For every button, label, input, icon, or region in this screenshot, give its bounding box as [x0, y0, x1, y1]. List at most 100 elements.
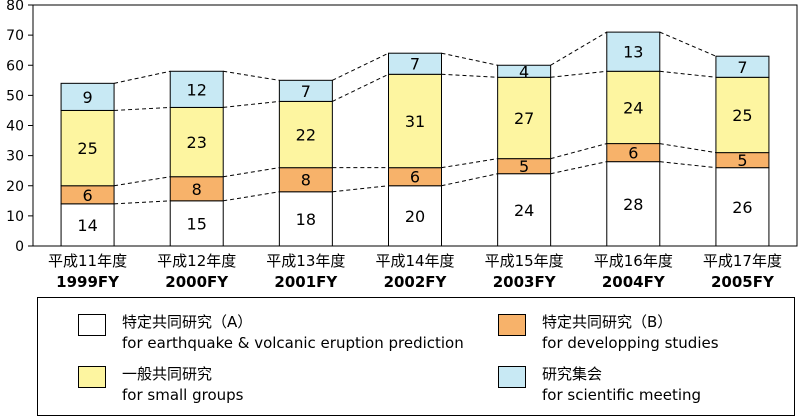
- bar-segment-b: [278, 167, 333, 193]
- value-label-a: 14: [77, 216, 97, 235]
- connector-line: [114, 200, 171, 205]
- value-label-a: 15: [187, 214, 207, 233]
- bar-segment-general: [169, 106, 224, 178]
- legend-swatch-meeting: [498, 366, 526, 388]
- value-label-meeting: 7: [410, 55, 420, 74]
- y-tick-label: 0: [15, 239, 24, 255]
- connector-line: [332, 52, 389, 81]
- bar-segment-general: [606, 70, 661, 145]
- bar-segment-a: [169, 200, 224, 247]
- y-tick-label: 40: [6, 119, 24, 135]
- bar-segment-general: [60, 109, 115, 187]
- value-label-b: 8: [301, 171, 311, 190]
- x-tick-label-fiscal-year: 2005FY: [711, 273, 775, 291]
- connector-line: [441, 173, 498, 187]
- value-label-a: 20: [405, 207, 425, 226]
- value-label-general: 27: [514, 109, 534, 128]
- x-tick-label-fiscal-year-ja: 平成17年度: [703, 252, 782, 270]
- y-tick-label: 50: [6, 88, 24, 104]
- legend-label-b-en: for developping studies: [542, 334, 719, 352]
- value-label-meeting: 12: [187, 80, 207, 99]
- legend-label-b-ja: 特定共同研究（B）: [542, 313, 673, 331]
- x-tick-label-fiscal-year: 2002FY: [384, 273, 448, 291]
- connector-line: [223, 70, 280, 81]
- bar-segment-meeting: [606, 31, 661, 72]
- bar-segment-meeting: [388, 52, 442, 75]
- value-label-b: 6: [82, 186, 92, 205]
- bar-segment-meeting: [715, 55, 770, 78]
- x-tick-label-fiscal-year-ja: 平成14年度: [375, 252, 454, 270]
- value-label-a: 24: [514, 201, 534, 220]
- legend-label-meeting-ja: 研究集会: [542, 365, 603, 383]
- value-label-b: 6: [410, 168, 420, 187]
- connector-line: [659, 31, 717, 57]
- y-tick-label: 70: [6, 28, 24, 44]
- value-label-meeting: 7: [301, 82, 311, 101]
- connector-line: [332, 185, 389, 193]
- bar-segment-a: [278, 191, 333, 247]
- connector-line: [659, 161, 716, 169]
- value-label-general: 22: [296, 126, 316, 145]
- value-label-meeting: 4: [519, 62, 529, 81]
- legend-label-a-ja: 特定共同研究（A）: [122, 313, 253, 331]
- bar-segment-meeting: [278, 79, 333, 102]
- bar-segment-general: [278, 100, 333, 169]
- bar-segment-a: [60, 203, 115, 247]
- y-tick-label: 20: [6, 179, 24, 195]
- stacked-bar-chart: 0 10 20 30 40 50 60 70 80 14 6 25 9 15 8 23 12 18 8 22 7 20 6 3…: [6, 0, 798, 291]
- legend-label-a-en: for earthquake & volcanic eruption predi…: [122, 334, 464, 352]
- connector-line: [441, 52, 498, 66]
- bar-segment-a: [497, 173, 552, 247]
- connector-line: [113, 176, 171, 187]
- connector-line: [114, 106, 171, 111]
- connector-line: [550, 143, 607, 160]
- value-label-general: 25: [77, 139, 97, 158]
- legend-label-meeting-en: for scientific meeting: [542, 386, 702, 404]
- x-tick-label-fiscal-year-ja: 平成16年度: [594, 252, 673, 270]
- connector-line: [113, 70, 171, 84]
- connector-line: [223, 100, 280, 108]
- value-label-general: 25: [732, 106, 752, 125]
- y-tick-label: 10: [6, 209, 24, 225]
- x-tick-label-fiscal-year-ja: 平成15年度: [485, 252, 564, 270]
- legend-swatch-general: [78, 366, 106, 388]
- y-tick-label: 30: [6, 149, 24, 165]
- connector-line: [332, 73, 389, 102]
- legend-swatch-b: [498, 314, 526, 336]
- x-tick-label-fiscal-year: 2000FY: [165, 273, 229, 291]
- x-tick-label-fiscal-year: 2001FY: [274, 273, 338, 291]
- legend-swatch-a: [78, 314, 106, 336]
- bar-segment-general: [715, 76, 770, 154]
- x-tick-label-fiscal-year-ja: 平成13年度: [266, 252, 345, 270]
- value-label-b: 5: [519, 157, 529, 176]
- connector-line: [441, 158, 498, 169]
- value-label-a: 28: [623, 195, 643, 214]
- connector-line: [550, 161, 607, 175]
- bar-segment-meeting: [497, 64, 552, 78]
- value-label-b: 5: [737, 151, 747, 170]
- bar-segment-b: [169, 176, 224, 202]
- value-label-meeting: 9: [82, 88, 92, 107]
- connector-line: [223, 167, 280, 178]
- connector-line: [441, 73, 498, 78]
- connector-line: [550, 31, 608, 66]
- value-label-general: 23: [187, 133, 207, 152]
- y-tick-label: 60: [6, 58, 24, 74]
- x-tick-label-fiscal-year: 2003FY: [493, 273, 557, 291]
- x-tick-label-fiscal-year: 1999FY: [56, 273, 120, 291]
- legend: 特定共同研究（A） for earthquake & volcanic erup…: [37, 297, 795, 416]
- legend-label-general-en: for small groups: [122, 386, 244, 404]
- legend-label-general-ja: 一般共同研究: [122, 365, 213, 383]
- value-label-general: 24: [623, 98, 643, 117]
- value-label-meeting: 13: [623, 43, 643, 62]
- connector-line: [223, 191, 280, 202]
- connector-line: [659, 143, 717, 154]
- bar-segment-general: [497, 76, 552, 160]
- connector-line: [659, 70, 716, 78]
- x-tick-label-fiscal-year-ja: 平成12年度: [157, 252, 236, 270]
- value-label-b: 6: [628, 144, 638, 163]
- value-label-b: 8: [192, 180, 202, 199]
- value-label-a: 18: [296, 210, 316, 229]
- y-tick-label: 80: [6, 0, 24, 14]
- bar-segment-meeting: [60, 82, 115, 111]
